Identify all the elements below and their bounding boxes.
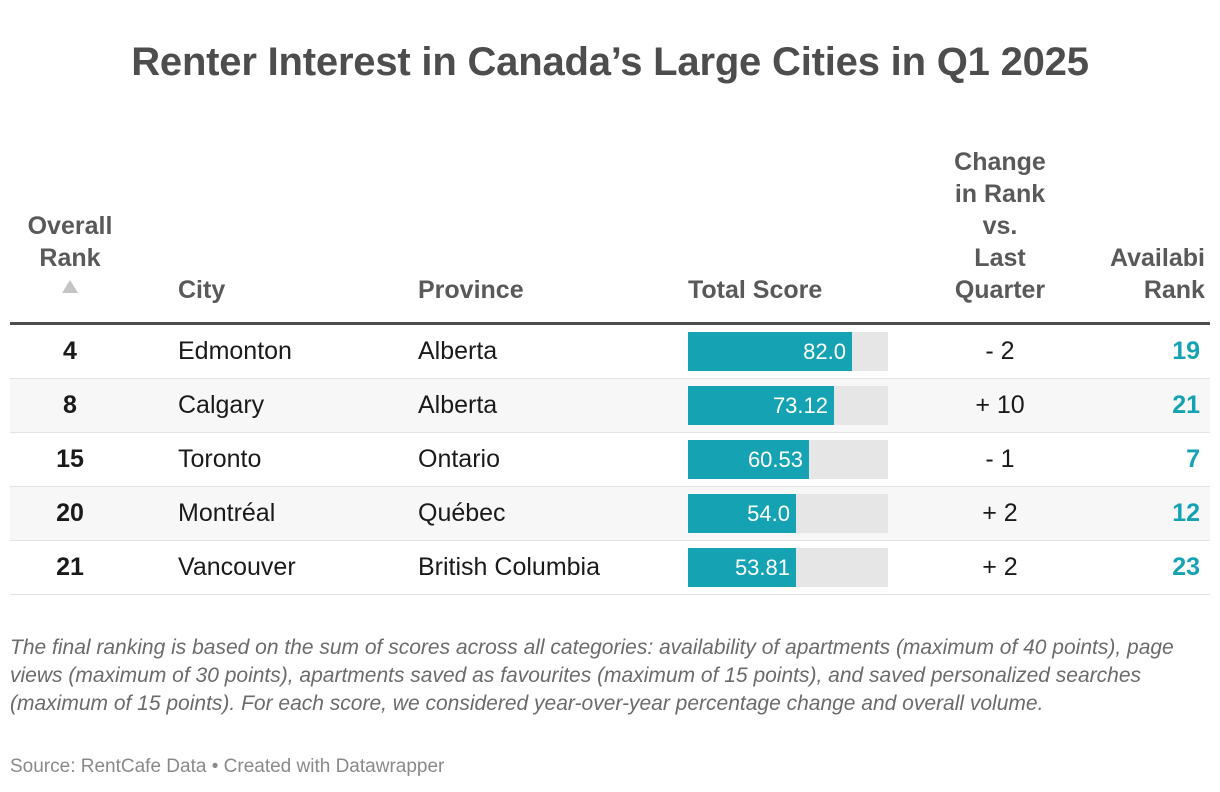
- score-bar: [688, 440, 809, 479]
- score-value-label: 60.53: [747, 447, 803, 472]
- rank-change-cell: + 2: [982, 553, 1018, 581]
- score-bar-track: 53.81: [688, 548, 888, 587]
- sort-ascending-icon[interactable]: [62, 280, 78, 293]
- province-cell: Ontario: [418, 445, 500, 473]
- source-credit: Source: RentCafe Data • Created with Dat…: [10, 756, 445, 777]
- header-change-line4: Last: [974, 244, 1026, 272]
- availability-rank-cell: 12: [1172, 499, 1200, 527]
- header-change-line5: Quarter: [954, 276, 1046, 304]
- header-change-in-rank[interactable]: Change in Rank vs. Last Quarter: [930, 146, 1070, 306]
- city-cell: Vancouver: [178, 553, 296, 581]
- chart-title: Renter Interest in Canada’s Large Cities…: [131, 40, 1089, 84]
- score-bar-track: 54.0: [688, 494, 888, 533]
- table-row: 20 Montréal Québec 54.0 + 2 12: [10, 487, 1210, 541]
- availability-rank-cell: 7: [1186, 445, 1200, 473]
- city-cell: Calgary: [178, 391, 265, 419]
- province-cell: British Columbia: [418, 553, 601, 581]
- availability-rank-cell: 19: [1172, 337, 1200, 365]
- header-divider: [10, 322, 1210, 325]
- ranking-table: Overall Rank City Province Total Score C…: [10, 140, 1210, 600]
- header-province[interactable]: Province: [418, 276, 524, 304]
- score-value-label: 54.0: [747, 501, 790, 526]
- table-row: 8 Calgary Alberta 73.12 + 10 21: [10, 379, 1210, 433]
- rank-change-cell: + 10: [975, 391, 1025, 419]
- province-cell: Alberta: [418, 337, 498, 365]
- table-row: 21 Vancouver British Columbia 53.81 + 2 23: [10, 541, 1210, 595]
- table-row: 4 Edmonton Alberta 82.0 - 2 19: [10, 325, 1210, 379]
- overall-rank-cell: 21: [56, 553, 84, 581]
- header-change-line3: vs.: [982, 212, 1018, 240]
- rank-change-cell: - 1: [985, 445, 1015, 473]
- rank-change-cell: - 2: [985, 337, 1015, 365]
- overall-rank-cell: 8: [63, 391, 77, 419]
- overall-rank-cell: 4: [63, 337, 77, 365]
- header-avail-line1: Availabi: [1110, 244, 1205, 272]
- header-overall-rank-line1: Overall: [27, 212, 113, 240]
- score-bar-track: 60.53: [688, 440, 888, 479]
- availability-rank-cell: 21: [1172, 391, 1200, 419]
- score-bar-track: 82.0: [688, 332, 888, 371]
- rank-change-cell: + 2: [982, 499, 1018, 527]
- province-cell: Alberta: [418, 391, 498, 419]
- header-availability-rank[interactable]: Availabi Rank: [1110, 242, 1205, 306]
- score-value-label: 82.0: [803, 339, 846, 364]
- overall-rank-cell: 20: [56, 499, 84, 527]
- province-cell: Québec: [418, 499, 506, 527]
- header-overall-rank[interactable]: Overall Rank: [10, 210, 130, 293]
- header-avail-line2: Rank: [1143, 276, 1205, 304]
- score-value-label: 53.81: [734, 555, 790, 580]
- table-row: 15 Toronto Ontario 60.53 - 1 7: [10, 433, 1210, 487]
- footnote: The final ranking is based on the sum of…: [10, 636, 1174, 715]
- city-cell: Montréal: [178, 499, 276, 527]
- header-change-line2: in Rank: [954, 180, 1046, 208]
- overall-rank-cell: 15: [56, 445, 84, 473]
- table-body: 4 Edmonton Alberta 82.0 - 2 19 8 Calgary Alberta…: [10, 325, 1210, 595]
- header-city[interactable]: City: [178, 276, 226, 304]
- header-overall-rank-line2: Rank: [39, 244, 101, 272]
- score-bar: [688, 548, 796, 587]
- score-bar: [688, 386, 834, 425]
- score-value-label: 73.12: [772, 393, 828, 418]
- city-cell: Edmonton: [178, 337, 292, 365]
- header-change-line1: Change: [954, 148, 1046, 176]
- city-cell: Toronto: [178, 445, 262, 473]
- availability-rank-cell: 23: [1172, 553, 1200, 581]
- score-bar: [688, 332, 852, 371]
- score-bar: [688, 494, 796, 533]
- header-total-score[interactable]: Total Score: [688, 276, 823, 304]
- score-bar-track: 73.12: [688, 386, 888, 425]
